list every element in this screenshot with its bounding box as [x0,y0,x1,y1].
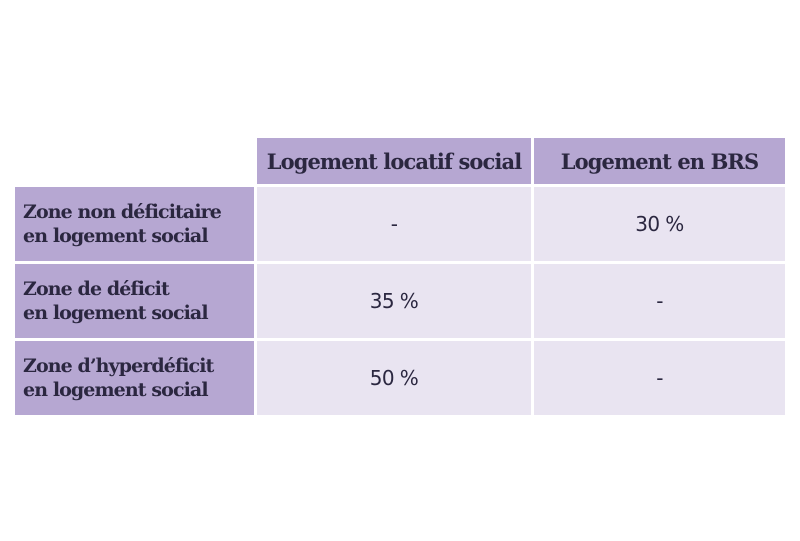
table-cell: - [534,341,785,415]
row-header-zone-de-deficit: Zone de déficit en logement social [15,264,254,338]
rates-table: Logement locatif social Logement en BRS … [12,135,788,418]
table-cell: 50 % [257,341,531,415]
table-cell: - [534,264,785,338]
table-row: Zone d’hyperdéficit en logement social 5… [15,341,785,415]
corner-cell [15,138,254,184]
rates-table-container: Logement locatif social Logement en BRS … [15,138,785,415]
row-header-line: en logement social [23,379,209,401]
table-row: Zone non déficitaire en logement social … [15,187,785,261]
row-header-zone-non-deficitaire: Zone non déficitaire en logement social [15,187,254,261]
table-cell: 30 % [534,187,785,261]
row-header-line: Zone non déficitaire [23,201,222,223]
row-header-line: Zone d’hyperdéficit [23,355,214,377]
table-cell: - [257,187,531,261]
table-row: Zone de déficit en logement social 35 % … [15,264,785,338]
row-header-line: en logement social [23,225,209,247]
row-header-line: Zone de déficit [23,278,170,300]
header-row: Logement locatif social Logement en BRS [15,138,785,184]
column-header-logement-en-brs: Logement en BRS [534,138,785,184]
row-header-line: en logement social [23,302,209,324]
column-header-logement-locatif-social: Logement locatif social [257,138,531,184]
table-cell: 35 % [257,264,531,338]
row-header-zone-d-hyperdeficit: Zone d’hyperdéficit en logement social [15,341,254,415]
